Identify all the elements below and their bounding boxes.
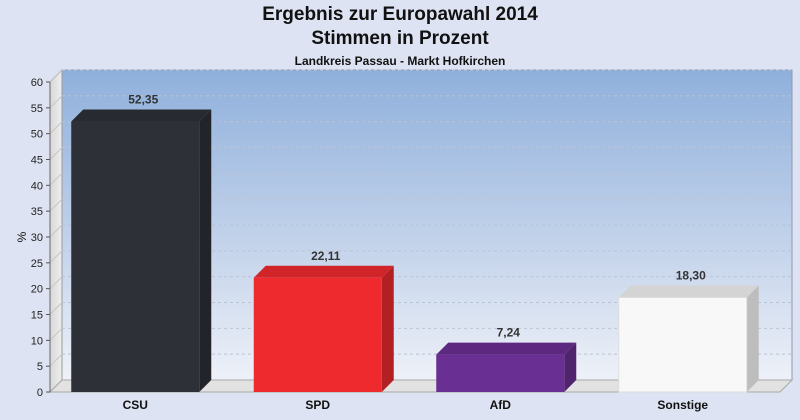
y-tick-label: 40: [31, 180, 43, 192]
gridline-side: [49, 302, 63, 315]
x-tick-label-afd: AfD: [490, 398, 512, 412]
bar-side-afd: [564, 342, 577, 392]
bar-top-spd: [253, 265, 394, 278]
bar-side-spd: [381, 265, 394, 392]
chart-titles: Ergebnis zur Europawahl 2014 Stimmen in …: [0, 3, 800, 70]
gridline-side: [49, 69, 63, 83]
bar-top-afd: [436, 342, 577, 355]
gridline-side: [49, 95, 63, 109]
y-tick-label: 20: [31, 284, 43, 296]
chart-caption: Landkreis Passau - Markt Hofkirchen: [294, 54, 506, 68]
data-label-sonstige: 18,30: [676, 268, 706, 282]
y-tick-label: 15: [31, 310, 43, 322]
gridline-side: [49, 198, 63, 212]
gridline-side: [49, 353, 63, 367]
y-axis-label: %: [15, 231, 29, 242]
data-label-spd: 22,11: [311, 249, 341, 263]
chart-title: Ergebnis zur Europawahl 2014: [262, 4, 538, 25]
y-tick-label: 5: [37, 361, 43, 373]
bar-top-sonstige: [618, 285, 759, 298]
chart-subtitle: Stimmen in Prozent: [311, 28, 489, 49]
y-tick-label: 0: [37, 387, 43, 399]
y-tick-label: 35: [31, 206, 43, 218]
data-label-csu: 52,35: [128, 93, 158, 107]
x-tick-label-sonstige: Sonstige: [657, 398, 708, 412]
bar-spd: [253, 277, 382, 392]
y-tick-label: 30: [31, 232, 43, 244]
bar-sonstige: [618, 296, 748, 393]
y-tick-label: 60: [31, 77, 43, 89]
y-tick-label: 50: [31, 129, 43, 141]
y-tick-label: 10: [31, 335, 43, 347]
gridline-side: [49, 224, 63, 238]
gridline-side: [49, 147, 63, 160]
y-tick-label: 55: [31, 103, 43, 115]
gridline-side: [49, 172, 63, 186]
x-tick-label-spd: SPD: [305, 398, 330, 412]
bar-csu: [71, 121, 200, 393]
bar-side-csu: [199, 109, 212, 393]
data-label-afd: 7,24: [497, 326, 521, 340]
y-tick-label: 45: [31, 155, 43, 167]
gridline-side: [49, 121, 63, 135]
y-tick-label: 25: [31, 258, 43, 270]
gridline-side: [49, 250, 63, 264]
bar-afd: [436, 354, 565, 392]
x-tick-label-csu: CSU: [123, 398, 148, 412]
bar-top-csu: [71, 109, 212, 122]
gridline-side: [49, 327, 63, 341]
bar-side-sonstige: [746, 285, 759, 392]
gridline-side: [49, 276, 63, 290]
